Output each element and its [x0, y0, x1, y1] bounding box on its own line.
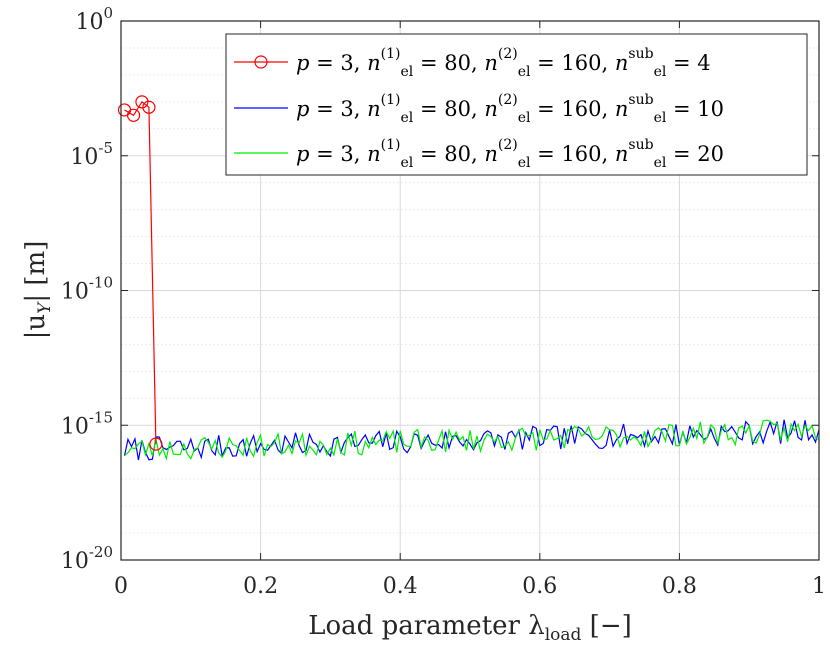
y-axis-label-sub: Y	[35, 301, 55, 314]
y-tick-label: 10-10	[61, 274, 113, 305]
x-tick-label: 0.6	[522, 574, 557, 599]
x-axis-label-main: Load parameter λ	[308, 611, 544, 641]
series-marker-0	[126, 108, 141, 122]
x-tick-label: 0	[114, 574, 128, 599]
legend-label: p = 3, n(1)el = 80, n(2)el = 160, nsubel…	[296, 46, 711, 80]
axis-ticks: 0 0.2 0.4 0.6 0.8 1 100 10-5 10-10 10-15 10-20	[61, 4, 826, 599]
series-marker-0	[142, 100, 156, 114]
x-axis-label-sub: load	[545, 625, 582, 645]
legend-box	[225, 33, 808, 176]
y-tick-label: 10-15	[61, 408, 113, 439]
y-axis-label: |uY| [m]	[21, 241, 55, 340]
legend-entry: p = 3, n(1)el = 80, n(2)el = 160, nsubel…	[234, 137, 724, 171]
x-tick-label: 0.2	[243, 574, 278, 599]
x-tick-label: 1	[812, 574, 826, 599]
y-axis-label-open: |u	[21, 314, 51, 340]
series-line-2	[124, 419, 820, 461]
legend-label: p = 3, n(1)el = 80, n(2)el = 160, nsubel…	[296, 92, 724, 126]
x-tick-label: 0.8	[662, 574, 697, 599]
y-tick-label: 10-5	[70, 139, 113, 170]
series-line-0	[124, 100, 157, 445]
series-layer	[117, 95, 820, 461]
legend-entry: p = 3, n(1)el = 80, n(2)el = 160, nsubel…	[234, 92, 724, 126]
y-axis-label-close: | [m]	[21, 241, 51, 303]
x-axis-label: Load parameter λload [−]	[308, 611, 632, 645]
legend-entry: p = 3, n(1)el = 80, n(2)el = 160, nsubel…	[234, 46, 711, 80]
y-tick-label: 10-20	[61, 543, 113, 574]
y-tick-label: 100	[75, 4, 113, 35]
x-axis-label-unit: [−]	[581, 611, 631, 641]
x-tick-label: 0.4	[383, 574, 418, 599]
legend-marker	[254, 55, 268, 69]
legend: p = 3, n(1)el = 80, n(2)el = 160, nsubel…	[225, 33, 808, 176]
series-marker-0	[149, 437, 163, 451]
legend-label: p = 3, n(1)el = 80, n(2)el = 160, nsubel…	[296, 137, 724, 171]
